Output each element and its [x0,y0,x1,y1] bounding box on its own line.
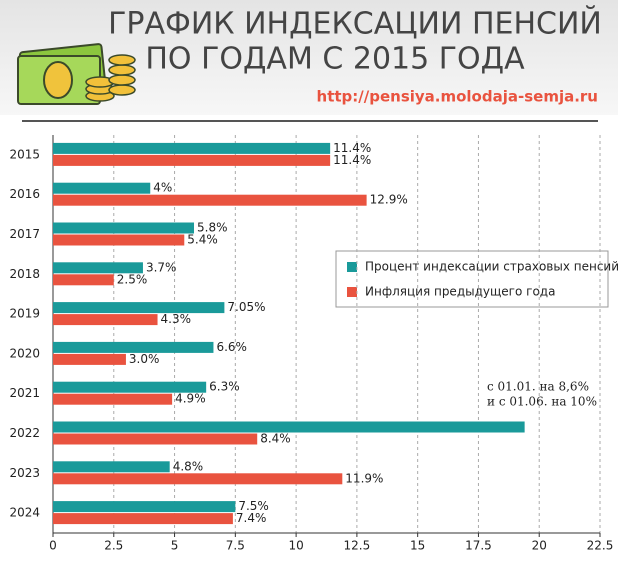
y-tick-label: 2023 [9,466,40,480]
value-label: 4.9% [175,392,206,406]
bar [53,302,225,314]
bar [53,381,207,393]
value-label: 7.05% [227,300,265,314]
annotation: с 01.01. на 8,6% [487,380,589,394]
y-tick-label: 2021 [9,386,40,400]
value-label: 8.4% [260,432,291,446]
value-label: 11.4% [333,153,371,167]
value-label: 4.8% [173,459,204,473]
legend-box [335,250,609,308]
bar [53,182,151,194]
x-tick-label: 12.5 [344,539,371,553]
annotation: и с 01.06. на 10% [487,395,597,409]
title-line: ГРАФИК ИНДЕКСАЦИИ ПЕНСИЙ [108,6,602,42]
legend-label: Инфляция предыдущего года [365,285,555,299]
x-tick-label: 7.5 [226,539,245,553]
bar [53,222,195,234]
value-label: 4.3% [161,312,192,326]
value-label: 2.5% [117,272,147,286]
bar [53,274,114,286]
title-line: ПО ГОДАМ С 2015 ГОДА [145,42,525,77]
bar [53,501,236,513]
value-label: 6.6% [216,340,247,354]
bar [53,154,331,166]
y-tick-label: 2020 [9,346,40,360]
bar [53,194,367,206]
bar [53,513,233,525]
bar [53,393,173,405]
value-label: 7.4% [236,511,267,525]
bar [53,234,185,246]
bar [53,262,143,274]
y-tick-label: 2018 [9,267,40,281]
legend: Процент индексации страховых пенсий Инфля… [335,250,618,308]
y-tick-label: 2015 [9,147,40,161]
x-tick-label: 22.5 [587,539,614,553]
value-label: 3.7% [146,260,177,274]
y-tick-label: 2016 [9,187,40,201]
bar [53,341,214,353]
value-label: 4% [153,181,172,195]
value-label: 11.4% [333,141,371,155]
bar [53,142,331,154]
value-label: 5.4% [187,233,218,247]
legend-marker [347,262,357,272]
bar [53,314,158,326]
bar [53,421,525,433]
bar [53,473,343,485]
value-label: 6.3% [209,380,240,394]
value-label: 11.9% [345,471,383,485]
value-label: 7.5% [238,499,268,513]
x-tick-label: 5 [171,539,179,553]
value-label: 12.9% [370,193,408,207]
x-tick-label: 10 [288,539,303,553]
y-tick-label: 2024 [9,506,40,520]
y-tick-label: 2019 [9,307,40,321]
source-url: http://pensiya.molodaja-semja.ru [317,88,598,106]
bar [53,433,258,445]
x-tick-label: 0 [49,539,57,553]
money-icon [17,43,136,105]
legend-label: Процент индексации страховых пенсий [365,260,618,274]
legend-marker [347,287,357,297]
value-label: 5.8% [197,221,228,235]
x-tick-label: 17.5 [465,539,492,553]
x-tick-label: 2.5 [104,539,123,553]
x-tick-label: 20 [532,539,547,553]
value-label: 3.0% [129,352,160,366]
x-tick-label: 15 [410,539,425,553]
y-tick-label: 2017 [9,227,40,241]
y-tick-label: 2022 [9,426,40,440]
bar [53,353,126,365]
bar [53,461,170,473]
